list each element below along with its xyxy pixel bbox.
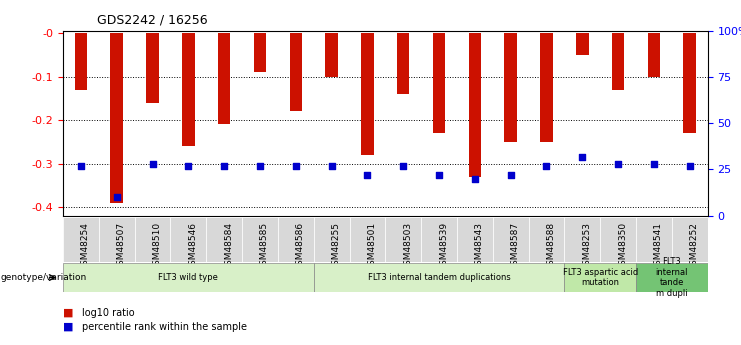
Bar [99,217,135,262]
Point [469,176,481,181]
Point [147,161,159,167]
Bar [170,217,206,262]
Point [612,161,624,167]
Text: GSM48510: GSM48510 [153,222,162,271]
Point [397,163,409,169]
Bar [63,217,99,262]
Text: GSM48543: GSM48543 [475,222,484,271]
Text: log10 ratio: log10 ratio [82,308,134,318]
Bar [528,217,565,262]
Text: genotype/variation: genotype/variation [1,273,87,282]
Bar [146,33,159,103]
Text: FLT3 internal tandem duplications: FLT3 internal tandem duplications [368,273,511,282]
Text: GSM48587: GSM48587 [511,222,519,271]
Point [218,163,230,169]
Bar [385,217,421,262]
Text: GSM48546: GSM48546 [188,222,197,271]
Bar [75,33,87,90]
Text: GSM48584: GSM48584 [224,222,233,271]
Text: GSM48254: GSM48254 [81,222,90,271]
Text: GSM48503: GSM48503 [403,222,412,271]
Text: GSM48501: GSM48501 [368,222,376,271]
Bar [253,33,266,72]
Bar [350,217,385,262]
Bar [636,217,672,262]
Bar [63,264,313,292]
Bar [648,33,660,77]
Point [433,172,445,178]
Bar [576,33,588,55]
Bar [278,217,313,262]
Bar [325,33,338,77]
Text: GSM48507: GSM48507 [117,222,126,271]
Bar [218,33,230,125]
Bar [683,33,696,133]
Point [684,163,696,169]
Bar [612,33,625,90]
Bar [110,33,123,203]
Bar [397,33,410,94]
Bar [672,217,708,262]
Text: FLT3
internal
tande
m dupli: FLT3 internal tande m dupli [656,257,688,298]
Point [182,163,194,169]
Bar [565,217,600,262]
Text: GSM48585: GSM48585 [260,222,269,271]
Text: percentile rank within the sample: percentile rank within the sample [82,322,247,332]
Bar [361,33,373,155]
Text: GSM48350: GSM48350 [618,222,627,271]
Text: GSM48252: GSM48252 [690,222,699,271]
Point [362,172,373,178]
Point [576,154,588,159]
Bar [313,264,565,292]
Point [110,195,122,200]
Bar [421,217,457,262]
Text: GSM48586: GSM48586 [296,222,305,271]
Point [75,163,87,169]
Bar [290,33,302,111]
Text: ■: ■ [63,322,73,332]
Text: GSM48253: GSM48253 [582,222,591,271]
Bar [182,33,195,146]
Text: GSM48588: GSM48588 [546,222,556,271]
Bar [565,264,636,292]
Text: GSM48541: GSM48541 [654,222,663,271]
Bar [493,217,528,262]
Bar [242,217,278,262]
Text: GSM48539: GSM48539 [439,222,448,271]
Bar [206,217,242,262]
Text: GDS2242 / 16256: GDS2242 / 16256 [96,14,207,27]
Text: ■: ■ [63,308,73,318]
Point [290,163,302,169]
Bar [468,33,481,177]
Bar [433,33,445,133]
Text: GSM48255: GSM48255 [331,222,341,271]
Bar [505,33,517,142]
Bar [600,217,636,262]
Bar [457,217,493,262]
Point [325,163,337,169]
Bar [540,33,553,142]
Point [540,163,552,169]
Point [505,172,516,178]
Text: FLT3 aspartic acid
mutation: FLT3 aspartic acid mutation [562,268,638,287]
Bar [135,217,170,262]
Point [254,163,266,169]
Bar [636,264,708,292]
Bar [313,217,350,262]
Point [648,161,659,167]
Text: FLT3 wild type: FLT3 wild type [159,273,219,282]
